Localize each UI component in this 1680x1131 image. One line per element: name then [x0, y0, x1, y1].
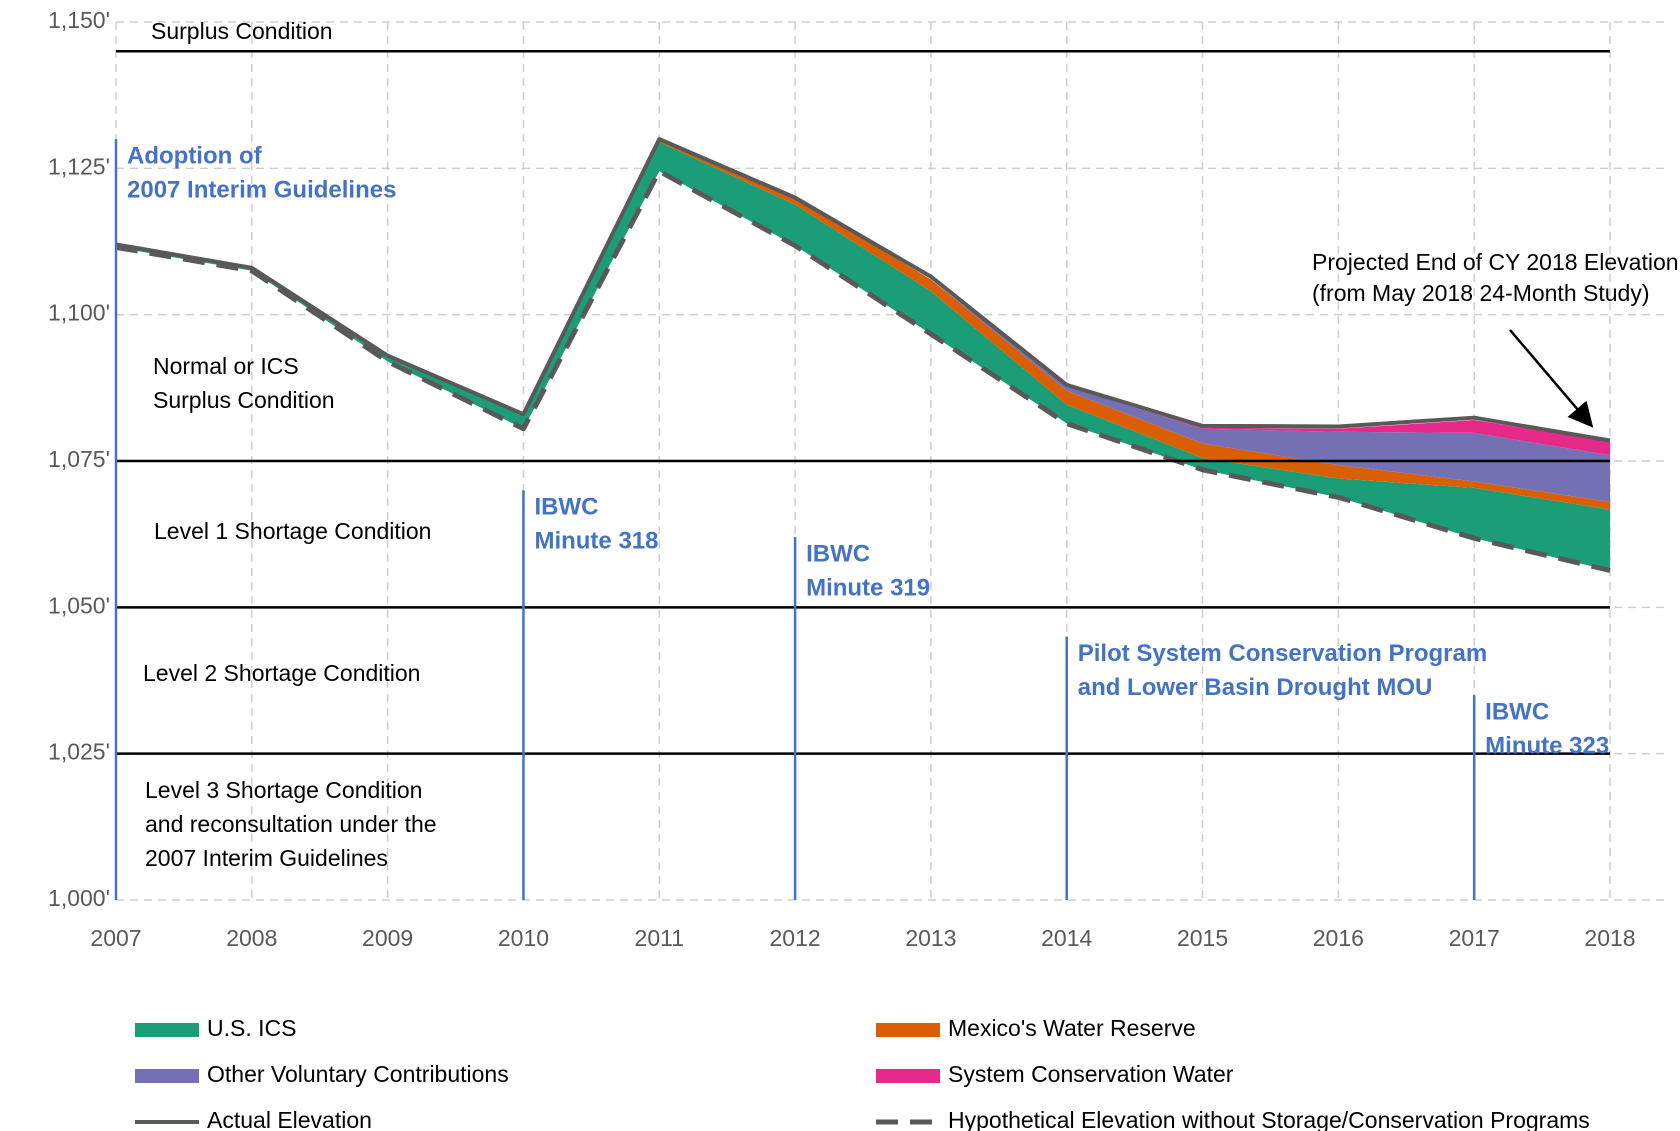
- zone-label: and reconsultation under the: [145, 811, 437, 837]
- zone-label: Level 2 Shortage Condition: [143, 660, 420, 686]
- zone-label: Surplus Condition: [153, 387, 335, 413]
- x-tick-label: 2007: [90, 925, 141, 951]
- event-label: and Lower Basin Drought MOU: [1078, 674, 1433, 701]
- x-tick-label: 2014: [1041, 925, 1092, 951]
- legend-label: U.S. ICS: [207, 1015, 296, 1041]
- legend-label: Other Voluntary Contributions: [207, 1061, 509, 1087]
- legend-label: System Conservation Water: [948, 1061, 1234, 1087]
- x-tick-label: 2010: [498, 925, 549, 951]
- y-tick-label: 1,050': [48, 592, 110, 618]
- zone-label: Level 3 Shortage Condition: [145, 777, 422, 803]
- y-tick-label: 1,100': [48, 300, 110, 326]
- x-tick-label: 2012: [770, 925, 821, 951]
- annotation: Projected End of CY 2018 Elevation: [1312, 249, 1679, 275]
- annotation: (from May 2018 24-Month Study): [1312, 280, 1649, 306]
- legend-label: Mexico's Water Reserve: [948, 1015, 1196, 1041]
- x-tick-label: 2009: [362, 925, 413, 951]
- x-tick-label: 2017: [1449, 925, 1500, 951]
- event-label: Minute 319: [806, 574, 930, 601]
- y-tick-label: 1,125': [48, 153, 110, 179]
- zone-label: Surplus Condition: [151, 18, 333, 44]
- event-label: Adoption of: [127, 142, 263, 169]
- annotation-arrow: [1509, 329, 1594, 428]
- x-tick-label: 2018: [1584, 925, 1635, 951]
- y-tick-label: 1,025': [48, 739, 110, 765]
- x-tick-label: 2015: [1177, 925, 1228, 951]
- y-tick-label: 1,150': [48, 7, 110, 33]
- event-label: IBWC: [806, 540, 870, 567]
- zone-label: Level 1 Shortage Condition: [154, 518, 431, 544]
- event-label: Minute 323: [1485, 732, 1609, 759]
- event-label: IBWC: [534, 494, 598, 521]
- y-tick-label: 1,075': [48, 446, 110, 472]
- series-line: [115, 137, 1611, 443]
- legend-swatch: [876, 1023, 940, 1037]
- zone-label: Normal or ICS: [153, 353, 299, 379]
- x-tick-label: 2013: [905, 925, 956, 951]
- legend-swatch: [135, 1023, 199, 1037]
- y-tick-label: 1,000': [48, 885, 110, 911]
- event-label: Minute 318: [534, 528, 658, 555]
- x-tick-label: 2011: [635, 925, 684, 951]
- series-line: [115, 168, 1611, 573]
- legend-label: Actual Elevation: [207, 1107, 372, 1131]
- stack-area: [116, 139, 1610, 456]
- legend-label: Hypothetical Elevation without Storage/C…: [948, 1107, 1590, 1131]
- x-tick-label: 2008: [226, 925, 277, 951]
- legend-swatch: [876, 1069, 940, 1083]
- event-label: 2007 Interim Guidelines: [127, 176, 396, 203]
- legend-swatch: [135, 1069, 199, 1083]
- x-tick-label: 2016: [1313, 925, 1364, 951]
- stack-area: [116, 141, 1610, 571]
- stack-area: [116, 139, 1610, 502]
- zone-label: 2007 Interim Guidelines: [145, 845, 388, 871]
- event-label: Pilot System Conservation Program: [1078, 640, 1487, 667]
- event-label: IBWC: [1485, 698, 1549, 725]
